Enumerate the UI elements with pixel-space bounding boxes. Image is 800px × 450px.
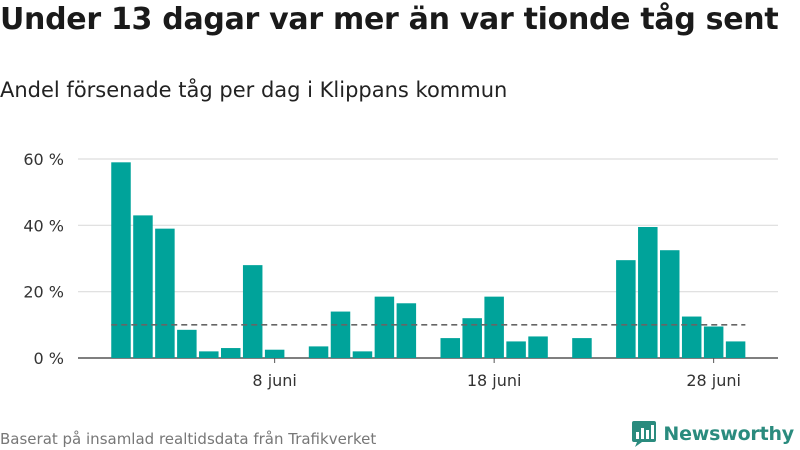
bar-14 [396, 303, 417, 358]
chart-subtitle: Andel försenade tåg per dag i Klippans k… [0, 78, 508, 102]
bar-19 [506, 341, 526, 358]
x-tick-label: 18 juni [467, 371, 522, 390]
newsworthy-logo-icon [632, 421, 657, 447]
bar-17 [462, 318, 482, 358]
y-tick-label: 40 % [23, 216, 64, 235]
bar-29 [725, 341, 746, 358]
x-tick-label: 8 juni [252, 371, 296, 390]
bar-24 [616, 260, 636, 358]
y-tick-label: 20 % [23, 283, 64, 302]
bar-2 [133, 215, 153, 358]
bar-4 [177, 329, 197, 358]
bar-11 [330, 311, 351, 358]
bar-6 [221, 348, 241, 358]
bar-7 [242, 265, 263, 358]
bar-13 [374, 296, 395, 358]
bar-3 [155, 228, 175, 358]
bar-12 [352, 351, 373, 358]
x-tick-label: 28 juni [686, 371, 741, 390]
brand-name: Newsworthy [663, 423, 794, 445]
bar-1 [111, 162, 131, 358]
bar-5 [199, 351, 219, 358]
chart-title: Under 13 dagar var mer än var tionde tåg… [0, 2, 779, 37]
y-tick-label: 60 % [23, 150, 64, 169]
bar-28 [703, 326, 724, 358]
bar-26 [660, 250, 680, 358]
bar-20 [528, 336, 548, 358]
bar-8 [264, 349, 285, 358]
bar-25 [638, 226, 658, 358]
brand-logo[interactable]: Newsworthy [631, 420, 794, 448]
y-tick-label: 0 % [34, 349, 64, 368]
bar-18 [484, 296, 504, 358]
bar-22 [572, 338, 592, 358]
bar-10 [308, 346, 329, 358]
source-note: Baserat på insamlad realtidsdata från Tr… [0, 430, 377, 448]
bar-27 [681, 316, 702, 358]
bar-16 [440, 338, 460, 358]
